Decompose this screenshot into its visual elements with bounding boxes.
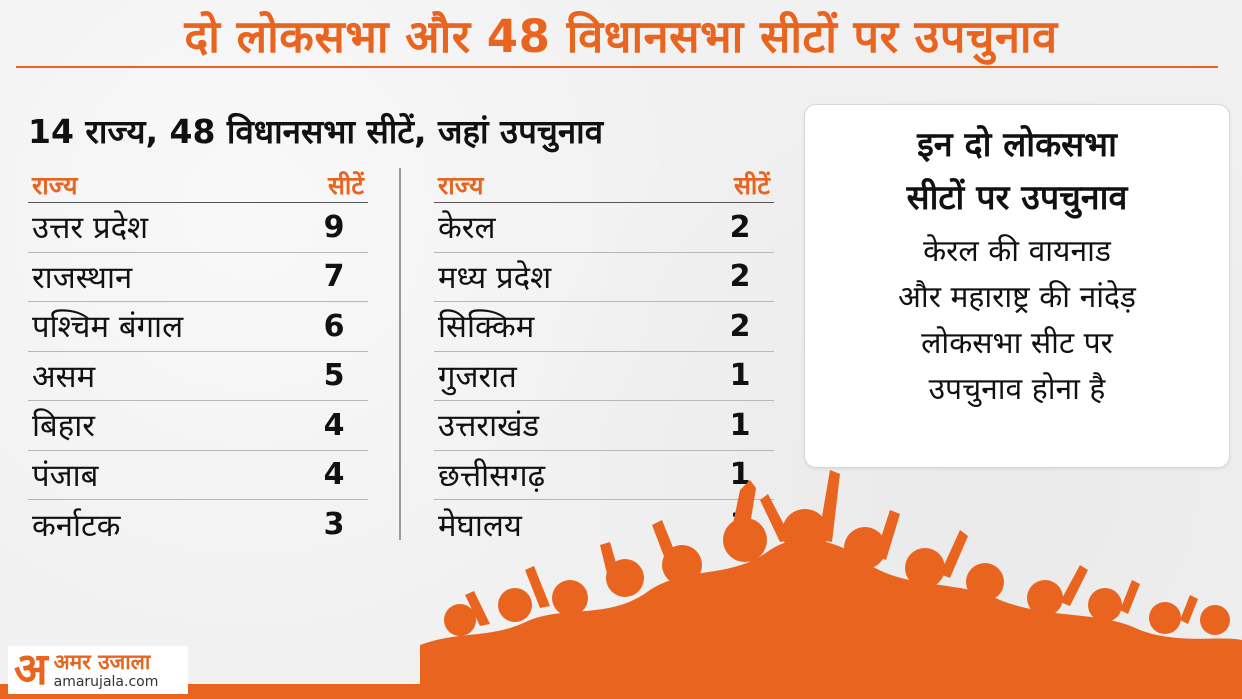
headline: दो लोकसभा और 48 विधानसभा सीटों पर उपचुना…	[184, 10, 1058, 63]
lok-sabha-info-box: इन दो लोकसभा सीटों पर उपचुनाव केरल की वा…	[804, 104, 1230, 468]
subtitle: 14 राज्य, 48 विधानसभा सीटें, जहां उपचुना…	[28, 112, 604, 151]
table-header: राज्य सीटें	[434, 165, 774, 203]
seat-count: 1	[729, 457, 751, 493]
state-name: उत्तराखंड	[438, 408, 540, 445]
state-name: पश्चिम बंगाल	[32, 309, 184, 346]
footer-bar	[0, 684, 1242, 699]
logo-url: amarujala.com	[53, 673, 159, 690]
logo-text: अमर उजाला amarujala.com	[53, 649, 159, 690]
seat-count: 2	[729, 209, 751, 245]
state-name: गुजरात	[438, 358, 517, 395]
info-title-line-1: इन दो लोकसभा	[917, 125, 1117, 165]
state-name: असम	[32, 358, 96, 395]
table-row: असम 5	[28, 352, 368, 401]
state-name: बिहार	[32, 408, 95, 445]
column-header-seats: सीटें	[328, 171, 364, 200]
info-body-line: उपचुनाव होना है	[928, 372, 1106, 407]
seat-count: 7	[323, 259, 345, 295]
seat-count: 1	[729, 407, 751, 443]
amar-ujala-logo: अ अमर उजाला amarujala.com	[8, 646, 188, 694]
table-row: उत्तर प्रदेश 9	[28, 203, 368, 253]
state-name: उत्तर प्रदेश	[32, 210, 149, 247]
seats-table-right: राज्य सीटें केरल 2 मध्य प्रदेश 2 सिक्किम…	[434, 165, 774, 550]
state-name: मध्य प्रदेश	[438, 259, 552, 296]
table-row: बिहार 4	[28, 401, 368, 451]
state-name: कर्नाटक	[32, 507, 121, 544]
logo-name: अमर उजाला	[53, 649, 151, 674]
seat-count: 2	[729, 259, 751, 295]
state-name: पंजाब	[32, 457, 99, 494]
table-row: कर्नाटक 3	[28, 500, 368, 550]
info-title-line-2: सीटों पर उपचुनाव	[906, 178, 1128, 218]
seat-count: 2	[729, 308, 751, 344]
table-header: राज्य सीटें	[28, 165, 368, 203]
info-body: केरल की वायनाड और महाराष्ट्र की नांदेड़ …	[805, 229, 1229, 413]
logo-mark: अ	[14, 644, 48, 695]
seat-count: 6	[323, 308, 345, 344]
seat-count: 3	[323, 507, 345, 543]
info-body-line: केरल की वायनाड	[923, 234, 1111, 269]
state-name: सिक्किम	[438, 309, 535, 346]
table-row: गुजरात 1	[434, 352, 774, 401]
table-row: पश्चिम बंगाल 6	[28, 302, 368, 352]
column-header-state: राज्य	[32, 171, 78, 200]
table-row: मध्य प्रदेश 2	[434, 253, 774, 302]
table-row: केरल 2	[434, 203, 774, 253]
headline-underline	[16, 66, 1218, 68]
table-row: सिक्किम 2	[434, 302, 774, 352]
crowd-silhouette-illustration	[420, 470, 1242, 699]
table-row: राजस्थान 7	[28, 253, 368, 302]
table-divider	[399, 168, 401, 540]
table-row: छत्तीसगढ़ 1	[434, 451, 774, 500]
state-name: राजस्थान	[32, 259, 133, 296]
info-body-line: और महाराष्ट्र की नांदेड़	[898, 280, 1136, 315]
seat-count: 5	[323, 358, 345, 394]
seat-count: 9	[323, 209, 345, 245]
column-header-state: राज्य	[438, 171, 484, 200]
seat-count: 4	[323, 457, 345, 493]
column-header-seats: सीटें	[734, 171, 770, 200]
table-row: उत्तराखंड 1	[434, 401, 774, 451]
state-name: छत्तीसगढ़	[438, 457, 546, 494]
seats-table-left: राज्य सीटें उत्तर प्रदेश 9 राजस्थान 7 पश…	[28, 165, 368, 550]
seat-count: 4	[323, 407, 345, 443]
state-name: केरल	[438, 210, 496, 247]
table-row: पंजाब 4	[28, 451, 368, 500]
info-body-line: लोकसभा सीट पर	[921, 326, 1113, 361]
seat-count: 1	[729, 358, 751, 394]
state-name: मेघालय	[438, 507, 522, 544]
